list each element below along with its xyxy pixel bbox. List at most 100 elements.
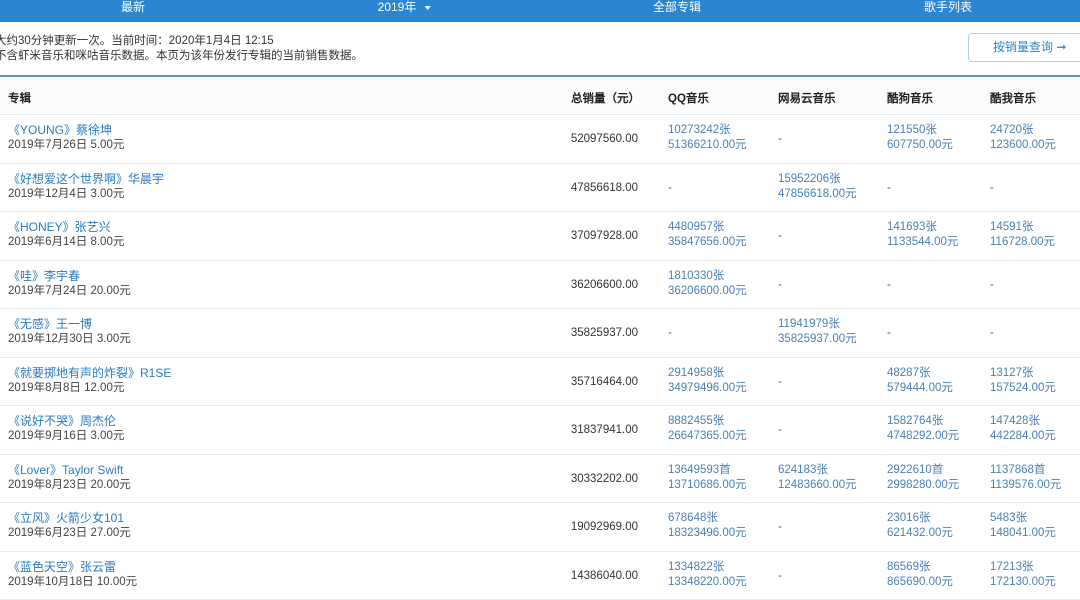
kugou-revenue[interactable]: 621432.00元 — [887, 526, 953, 541]
qq-revenue[interactable]: 26647365.00元 — [668, 429, 747, 444]
kugou-revenue[interactable]: 1133544.00元 — [887, 235, 958, 250]
kugou-units[interactable]: 2922610首 — [887, 463, 959, 478]
album-title-link[interactable]: 《说好不哭》周杰伦 — [8, 414, 124, 429]
kuwo-revenue[interactable]: 1139576.00元 — [990, 478, 1061, 493]
album-title-link[interactable]: 《就要掷地有声的炸裂》R1SE — [8, 366, 171, 381]
qq-units[interactable]: 2914958张 — [668, 366, 747, 381]
kuwo-units[interactable]: 1137868首 — [990, 463, 1061, 478]
qq-revenue[interactable]: 35847656.00元 — [668, 235, 747, 250]
kuwo-empty: - — [990, 278, 994, 293]
album-title-link[interactable]: 《无感》王一博 — [8, 317, 131, 332]
qq-units[interactable]: 1810330张 — [668, 269, 747, 284]
kugou-units[interactable]: 23016张 — [887, 511, 953, 526]
album-title-link[interactable]: 《YOUNG》蔡徐坤 — [8, 123, 124, 138]
top-nav: 最新 2019年 全部专辑 歌手列表 — [0, 0, 1080, 22]
kuwo-units[interactable]: 5483张 — [990, 511, 1056, 526]
netease-empty: - — [778, 423, 782, 438]
qq-revenue[interactable]: 18323496.00元 — [668, 526, 747, 541]
kugou-units[interactable]: 48287张 — [887, 366, 953, 381]
kuwo-revenue[interactable]: 157524.00元 — [990, 381, 1056, 396]
album-title-link[interactable]: 《Lover》Taylor Swift — [8, 463, 131, 478]
qq-revenue[interactable]: 13348220.00元 — [668, 575, 747, 590]
col-kugou: 酷狗音乐 — [887, 90, 933, 106]
col-album: 专辑 — [8, 90, 31, 106]
kuwo-empty: - — [990, 326, 994, 341]
total-sales: 36206600.00 — [571, 278, 638, 293]
netease-revenue[interactable]: 47856618.00元 — [778, 187, 857, 202]
kugou-revenue[interactable]: 865690.00元 — [887, 575, 953, 590]
nav-latest[interactable]: 最新 — [121, 0, 145, 14]
kugou-units[interactable]: 86569张 — [887, 560, 953, 575]
qq-units[interactable]: 13649593首 — [668, 463, 747, 478]
album-title-link[interactable]: 《HONEY》张艺兴 — [8, 220, 124, 235]
kuwo-units[interactable]: 24720张 — [990, 123, 1056, 138]
qq-revenue[interactable]: 51366210.00元 — [668, 138, 747, 153]
qq-units[interactable]: 8882455张 — [668, 414, 747, 429]
album-release-info: 2019年7月24日 20.00元 — [8, 284, 131, 299]
netease-revenue[interactable]: 12483660.00元 — [778, 478, 857, 493]
nav-singers[interactable]: 歌手列表 — [924, 0, 972, 14]
kuwo-units[interactable]: 17213张 — [990, 560, 1056, 575]
qq-units[interactable]: 4480957张 — [668, 220, 747, 235]
data-source-note: 不含虾米音乐和咪咕音乐数据。本页为该年份发行专辑的当前销售数据。 — [0, 49, 363, 64]
qq-revenue[interactable]: 13710686.00元 — [668, 478, 747, 493]
col-qq: QQ音乐 — [668, 90, 709, 106]
album-release-info: 2019年9月16日 3.00元 — [8, 429, 124, 444]
kugou-units[interactable]: 141693张 — [887, 220, 958, 235]
kugou-units[interactable]: 1582764张 — [887, 414, 959, 429]
total-sales: 35825937.00 — [571, 326, 638, 341]
kuwo-revenue[interactable]: 148041.00元 — [990, 526, 1056, 541]
kugou-units[interactable]: 121550张 — [887, 123, 953, 138]
album-title-link[interactable]: 《哇》李宇春 — [8, 269, 131, 284]
netease-units[interactable]: 11941979张 — [778, 317, 857, 332]
kuwo-revenue[interactable]: 123600.00元 — [990, 138, 1056, 153]
year-dropdown[interactable]: 2019年 — [378, 0, 431, 14]
kuwo-units[interactable]: 13127张 — [990, 366, 1056, 381]
query-by-sales-button[interactable]: 按销量查询 ➞ — [968, 33, 1080, 62]
qq-units[interactable]: 1334822张 — [668, 560, 747, 575]
album-title-link[interactable]: 《立风》火箭少女101 — [8, 511, 131, 526]
kuwo-revenue[interactable]: 172130.00元 — [990, 575, 1056, 590]
kugou-empty: - — [887, 326, 891, 341]
qq-units[interactable]: 678648张 — [668, 511, 747, 526]
kuwo-revenue[interactable]: 442284.00元 — [990, 429, 1056, 444]
qq-empty: - — [668, 181, 672, 196]
netease-units[interactable]: 624183张 — [778, 463, 857, 478]
qq-revenue[interactable]: 34979496.00元 — [668, 381, 747, 396]
netease-revenue[interactable]: 35825937.00元 — [778, 332, 857, 347]
netease-units[interactable]: 15952206张 — [778, 172, 857, 187]
qq-revenue[interactable]: 36206600.00元 — [668, 284, 747, 299]
kugou-revenue[interactable]: 4748292.00元 — [887, 429, 959, 444]
kugou-revenue[interactable]: 607750.00元 — [887, 138, 953, 153]
qq-units[interactable]: 10273242张 — [668, 123, 747, 138]
album-release-info: 2019年8月23日 20.00元 — [8, 478, 131, 493]
kuwo-revenue[interactable]: 116728.00元 — [990, 235, 1055, 250]
nav-all-albums[interactable]: 全部专辑 — [653, 0, 701, 14]
album-title-link[interactable]: 《蓝色天空》张云雷 — [8, 560, 137, 575]
kuwo-units[interactable]: 147428张 — [990, 414, 1056, 429]
kugou-revenue[interactable]: 2998280.00元 — [887, 478, 959, 493]
kuwo-units[interactable]: 14591张 — [990, 220, 1055, 235]
year-label: 2019年 — [378, 0, 417, 14]
kugou-revenue[interactable]: 579444.00元 — [887, 381, 953, 396]
total-sales: 14386040.00 — [571, 569, 638, 584]
album-title-link[interactable]: 《好想爱这个世界啊》华晨宇 — [8, 172, 164, 187]
